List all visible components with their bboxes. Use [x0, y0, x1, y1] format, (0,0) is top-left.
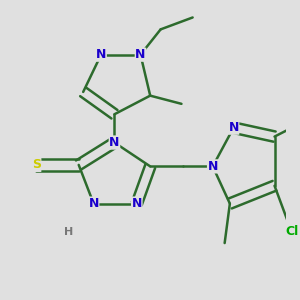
Text: N: N: [109, 136, 120, 149]
Text: N: N: [96, 48, 106, 61]
Text: N: N: [208, 160, 218, 173]
Text: Cl: Cl: [285, 225, 298, 239]
Text: S: S: [32, 158, 41, 171]
Text: N: N: [88, 197, 99, 210]
Text: N: N: [135, 48, 146, 61]
Text: H: H: [64, 227, 73, 237]
Text: N: N: [132, 197, 142, 210]
Text: N: N: [228, 121, 239, 134]
